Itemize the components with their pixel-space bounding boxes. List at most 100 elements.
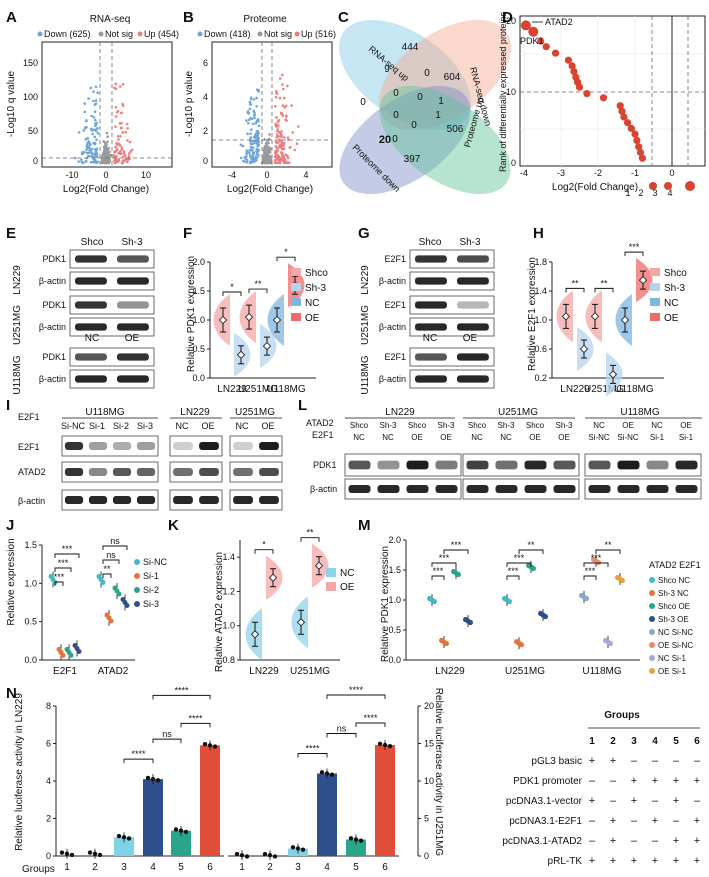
blot-band bbox=[64, 442, 84, 450]
venn-n-3: 397 bbox=[404, 154, 421, 165]
chart-m-ytick-label: 1.0 bbox=[388, 595, 401, 605]
groups-table-cell: + bbox=[589, 795, 595, 807]
volcano-point bbox=[83, 102, 86, 105]
volcano-point bbox=[90, 129, 94, 132]
rank-bottom-tick-3: 4 bbox=[667, 188, 672, 198]
chart-f-xtick-label: LN229 bbox=[217, 384, 247, 395]
groups-table-cell: – bbox=[631, 815, 638, 827]
blot-band bbox=[457, 353, 489, 361]
blot-strip bbox=[69, 347, 155, 367]
blot-band bbox=[112, 468, 132, 476]
venn-proteome-up bbox=[379, 85, 511, 195]
blot-e-cell-1: U251MG bbox=[12, 305, 23, 345]
volcano-point bbox=[246, 132, 249, 136]
blot-band bbox=[75, 323, 107, 331]
groups-table-cell: – bbox=[652, 795, 659, 807]
volcano-point bbox=[92, 90, 95, 93]
volcano-point bbox=[274, 96, 278, 99]
volcano-point bbox=[89, 86, 93, 90]
volcano-point bbox=[95, 138, 98, 142]
chart-f-ytick-label: 1.5 bbox=[192, 286, 205, 296]
volcano-b-legend-notsig: Not sig bbox=[264, 29, 292, 39]
blot-strip bbox=[462, 478, 580, 500]
volcano-point bbox=[282, 159, 285, 162]
sig-label: *** bbox=[451, 540, 462, 550]
groups-table-col: 1 bbox=[589, 736, 595, 747]
volcano-point bbox=[247, 151, 251, 154]
chart-m-point bbox=[467, 619, 473, 626]
groups-table-cell: + bbox=[589, 855, 595, 867]
groups-table-cell: – bbox=[694, 755, 701, 767]
volcano-point bbox=[246, 110, 250, 113]
chart-m-ytick-label: 0.0 bbox=[388, 655, 401, 665]
blot-l-top-label: NC bbox=[651, 421, 663, 430]
volcano-point bbox=[84, 160, 87, 163]
legend-j-2: Si-2 bbox=[143, 585, 159, 595]
legend-f-3: OE bbox=[305, 313, 320, 324]
volcano-point bbox=[121, 83, 125, 86]
chart-k-ytick-label: 1.4 bbox=[222, 552, 235, 562]
mean-marker bbox=[296, 618, 306, 627]
volcano-point bbox=[241, 144, 245, 148]
blot-i-cell-2: U251MG bbox=[235, 407, 275, 418]
volcano-point bbox=[265, 150, 269, 154]
volcano-point bbox=[93, 110, 97, 113]
blot-row-label: β-actin bbox=[39, 276, 66, 286]
rank-bottom-tick-0: 1 bbox=[625, 188, 630, 198]
volcano-point bbox=[89, 160, 93, 164]
rank-point bbox=[636, 148, 645, 157]
volcano-point bbox=[245, 161, 249, 164]
sig-bracket bbox=[431, 562, 457, 567]
volcano-point bbox=[247, 118, 251, 121]
blot-l-top-label: Sh-3 bbox=[380, 421, 397, 430]
blot-band bbox=[406, 460, 429, 470]
rank-ytick-0: 0 bbox=[511, 158, 516, 168]
volcano-point bbox=[280, 133, 283, 136]
blot-row-label: E2F1 bbox=[384, 254, 406, 264]
mean-marker bbox=[638, 276, 648, 285]
volcano-point bbox=[84, 138, 88, 141]
blot-strip bbox=[169, 489, 223, 511]
volcano-point bbox=[253, 135, 256, 139]
volcano-point bbox=[274, 105, 277, 108]
sig-label: ns bbox=[337, 724, 347, 734]
groups-table-cell: + bbox=[631, 855, 637, 867]
chart-f-ytick-label: 0.0 bbox=[192, 373, 205, 383]
volcano-point bbox=[87, 145, 91, 149]
blot-l-cell-1: U251MG bbox=[498, 407, 538, 418]
blot-row-label: β-actin bbox=[379, 322, 406, 332]
chart-h-xtick-label: U251MG bbox=[584, 384, 624, 395]
chart-j-ytick-label: 0.0 bbox=[24, 655, 37, 665]
chart-k-ytick-label: 1.2 bbox=[222, 586, 235, 596]
sig-label: **** bbox=[349, 685, 364, 695]
blot-band bbox=[588, 460, 611, 470]
legend-m-item: NC Si-1 bbox=[658, 654, 687, 663]
sig-label: **** bbox=[305, 744, 320, 754]
groups-table-cell: + bbox=[694, 835, 700, 847]
chart-j-xtick-label: ATAD2 bbox=[98, 666, 129, 677]
volcano-a-ytick-3: 150 bbox=[23, 58, 38, 68]
legend-m-item: Shco NC bbox=[658, 576, 690, 585]
rank-grid bbox=[520, 16, 705, 166]
blot-strip bbox=[169, 435, 223, 457]
blot-band bbox=[112, 442, 132, 450]
volcano-point bbox=[91, 132, 94, 136]
groups-table-col: 6 bbox=[694, 736, 700, 747]
blot-g-col-0: Shco bbox=[419, 237, 442, 248]
legend-k-swatch bbox=[326, 568, 336, 577]
blot-i-cell-1: LN229 bbox=[180, 407, 210, 418]
rank-bottom-dot bbox=[685, 181, 695, 191]
sig-bracket bbox=[54, 581, 64, 586]
volcano-point bbox=[257, 140, 261, 144]
sig-bracket bbox=[506, 562, 532, 567]
blot-e-col2-0: NC bbox=[85, 333, 99, 344]
chart-n-point bbox=[324, 771, 330, 776]
chart-n-point bbox=[173, 827, 179, 832]
blot-row-label: PDK1 bbox=[42, 352, 66, 362]
sig-bracket bbox=[152, 694, 211, 700]
blot-band bbox=[136, 442, 156, 450]
panel-label-e: E bbox=[6, 225, 16, 242]
volcano-point bbox=[249, 145, 253, 149]
mean-marker bbox=[590, 312, 600, 321]
chart-n-point bbox=[329, 772, 335, 777]
